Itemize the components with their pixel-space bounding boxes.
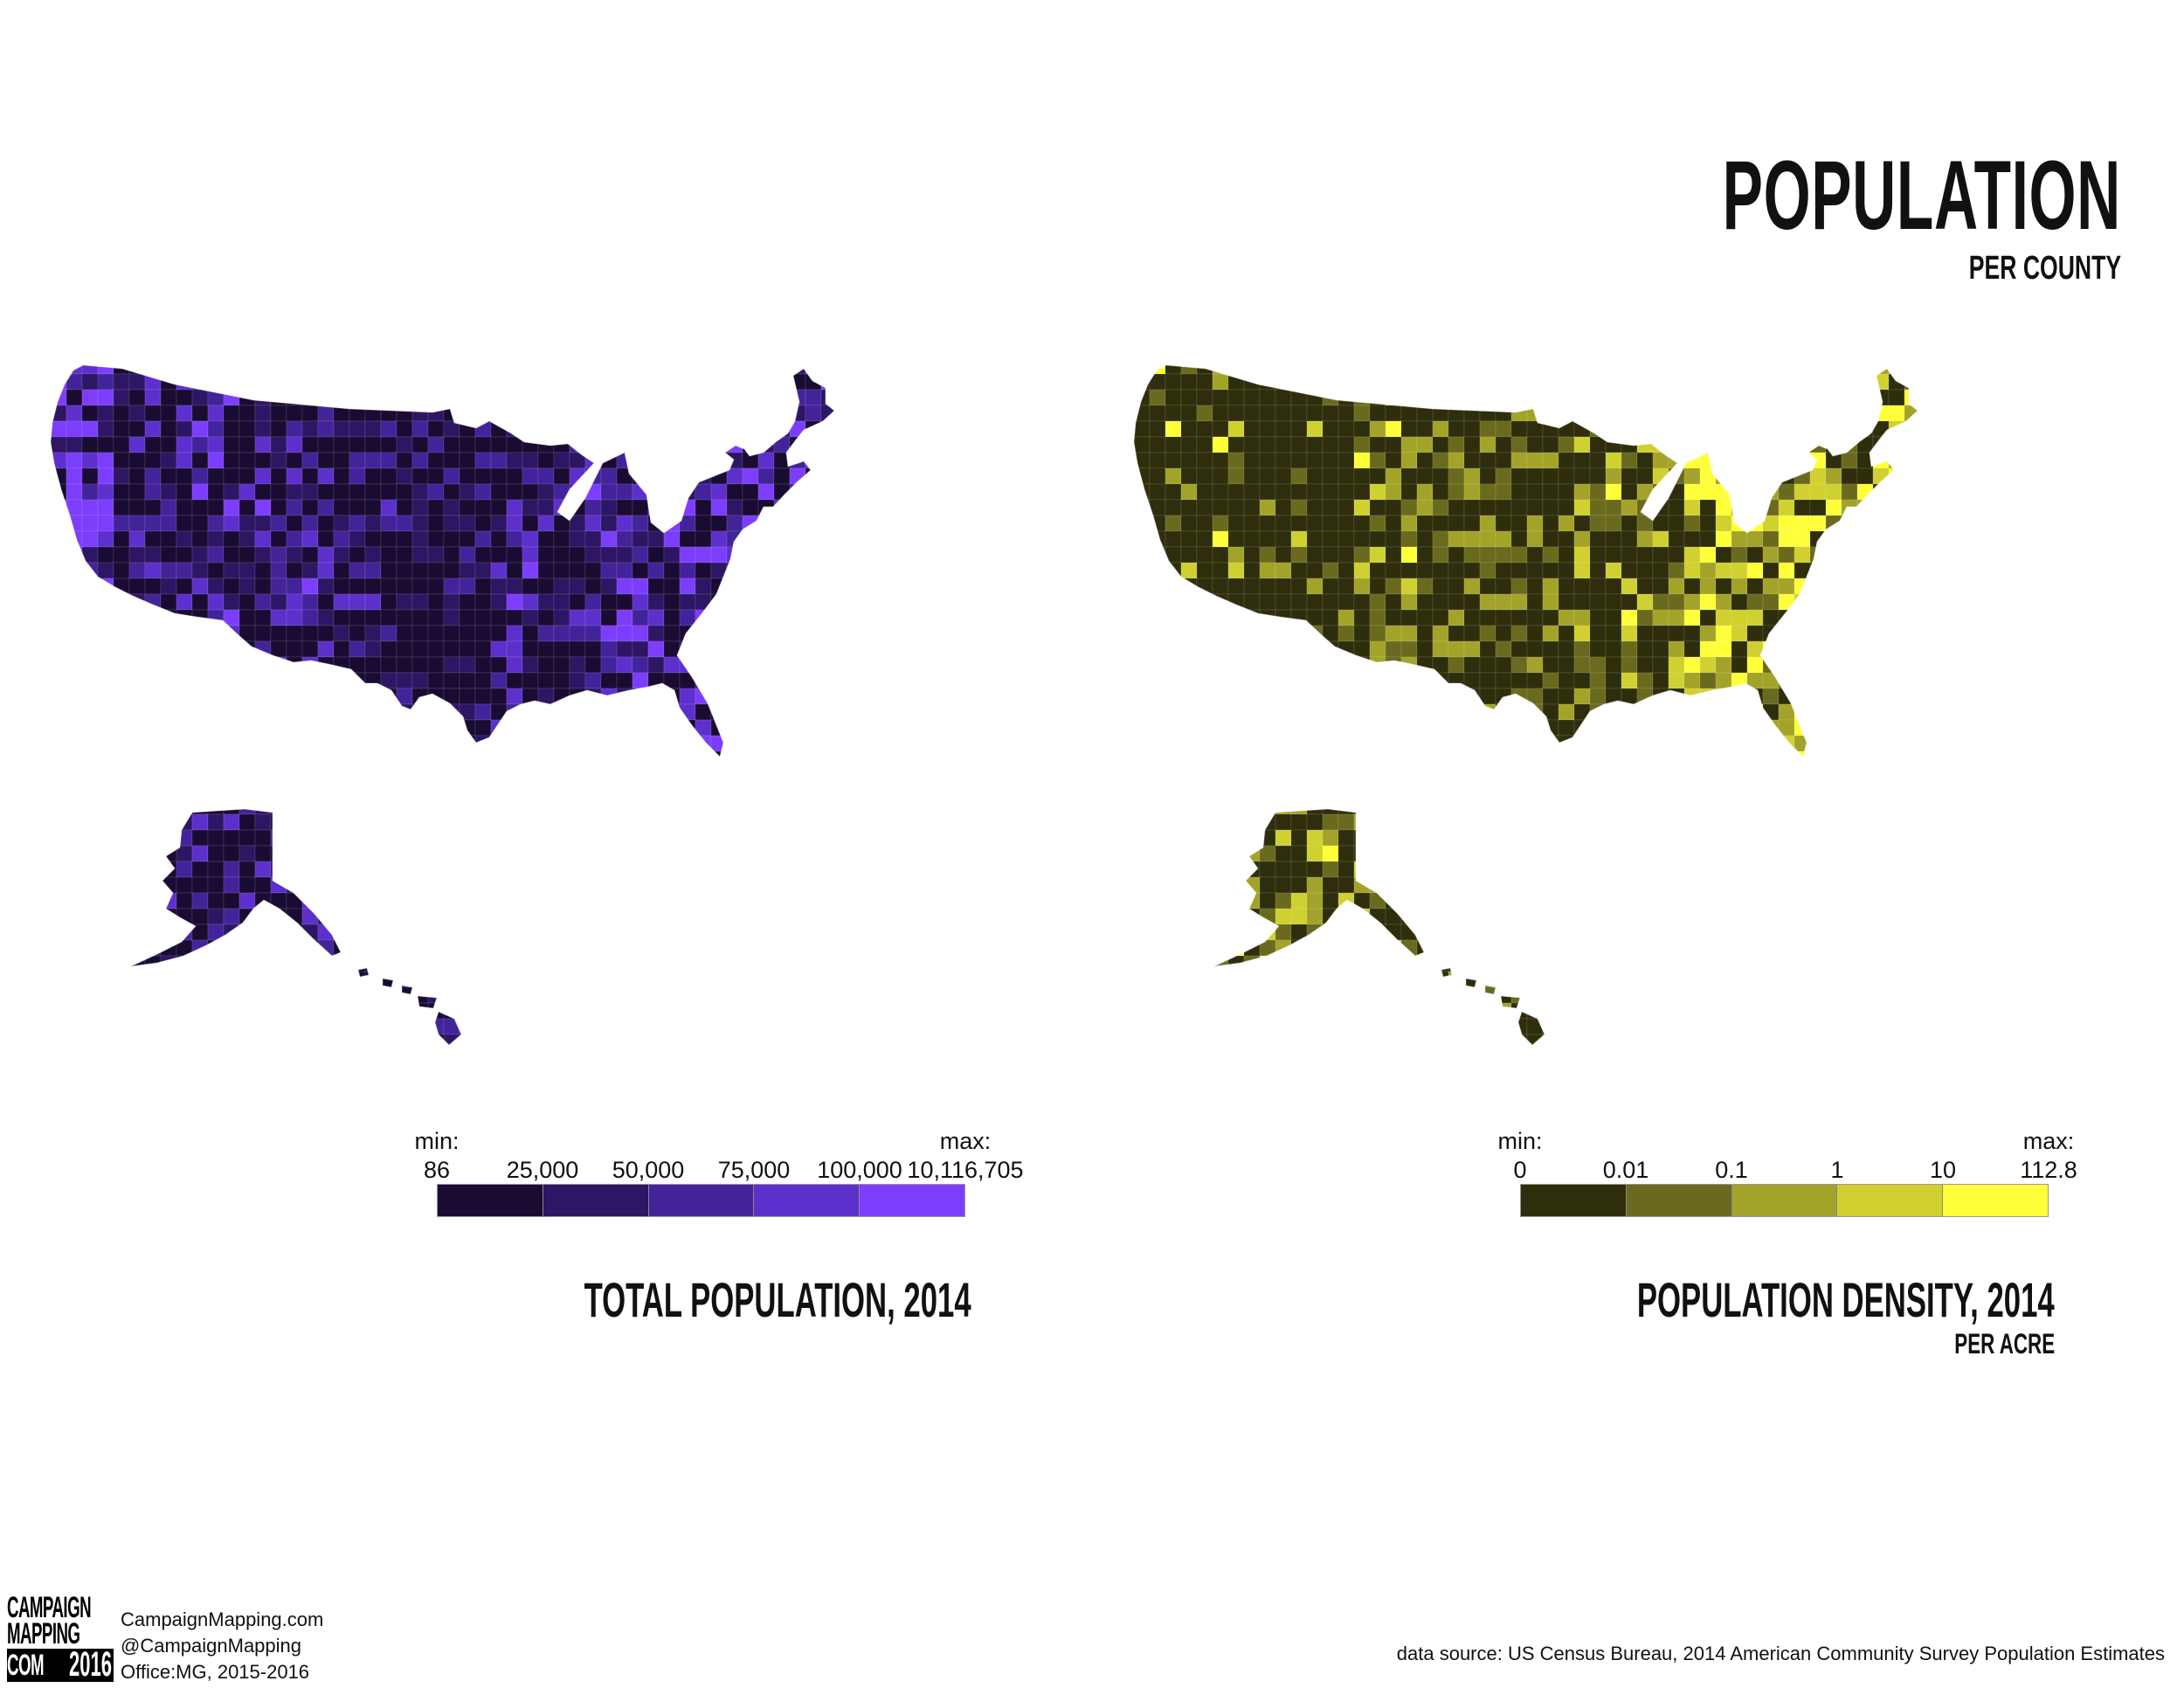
legend-tick-5: 112.8 — [2020, 1156, 2077, 1183]
legend-tick-0: 86 — [423, 1156, 451, 1183]
site-link[interactable]: CampaignMapping.com — [121, 1608, 324, 1630]
density-map — [1133, 364, 1918, 1046]
legend-tick-3: 75,000 — [717, 1156, 791, 1183]
legend-max-label: max: — [939, 1128, 992, 1155]
brand-block: CAMPAIGN MAPPING COM 2016 CampaignMappin… — [7, 1591, 323, 1685]
legend-swatch-2 — [648, 1185, 755, 1216]
legend-ticks: min: 86 25,000 50,000 75,000 100,000 max:… — [414, 1128, 1023, 1184]
legend-swatch-0 — [1521, 1185, 1627, 1216]
campaign-mapping-logo: CAMPAIGN MAPPING COM 2016 — [7, 1591, 114, 1684]
legend-max-tick: max: 112.8 — [2020, 1127, 2077, 1184]
legend-tick-0: 0 — [1513, 1156, 1527, 1183]
main-subtitle-text: PER COUNTY — [1968, 250, 2121, 287]
legend-min-label: min: — [1497, 1128, 1543, 1155]
logo-box — [7, 1649, 114, 1682]
state-outlines — [50, 364, 835, 1046]
population-legend: min: 86 25,000 50,000 75,000 100,000 max:… — [414, 1128, 1024, 1217]
page-title: POPULATION PER COUNTY — [1478, 141, 2121, 287]
legend-tick-4: 10 — [1929, 1156, 1957, 1183]
legend-swatch-1 — [543, 1185, 649, 1216]
logo-line-1: CAMPAIGN — [7, 1591, 92, 1624]
legend-swatch-2 — [1731, 1185, 1838, 1216]
density-legend: min: 0 0.01 0.1 1 10 max: 112.8 — [1497, 1128, 2077, 1217]
brand-lines: CampaignMapping.com @CampaignMapping Off… — [121, 1607, 323, 1685]
legend-min-label: min: — [414, 1128, 460, 1155]
legend-swatch-4 — [1943, 1185, 2048, 1216]
population-map-title: TOTAL POPULATION, 2014 — [347, 1276, 971, 1325]
legend-swatch-0 — [438, 1185, 543, 1216]
county-grid — [51, 365, 834, 1045]
state-outlines — [1133, 364, 1918, 1046]
legend-ticks: min: 0 0.01 0.1 1 10 max: 112.8 — [1497, 1128, 2077, 1184]
legend-tick-3: 1 — [1830, 1156, 1844, 1183]
legend-color-bar — [1520, 1184, 2049, 1217]
legend-color-bar — [437, 1184, 965, 1217]
map-title-text: TOTAL POPULATION, 2014 — [584, 1272, 971, 1327]
population-map — [50, 364, 835, 1046]
logo-line-3: COM — [7, 1649, 45, 1682]
logo-line-2: MAPPING — [7, 1617, 80, 1650]
data-source: data source: US Census Bureau, 2014 Amer… — [1396, 1643, 2165, 1664]
social-handle[interactable]: @CampaignMapping — [121, 1635, 302, 1657]
density-map-title: POPULATION DENSITY, 2014 PER ACRE — [1381, 1272, 2055, 1359]
legend-min-tick: min: 0 — [1497, 1127, 1542, 1184]
legend-tick-5: 10,116,705 — [907, 1156, 1024, 1183]
legend-tick-2: 50,000 — [612, 1156, 685, 1183]
legend-swatch-4 — [860, 1185, 964, 1216]
legend-max-tick: max: 10,116,705 — [907, 1127, 1023, 1184]
legend-swatch-1 — [1626, 1185, 1732, 1216]
logo-year: 2016 — [69, 1645, 112, 1684]
legend-tick-2: 0.1 — [1715, 1156, 1748, 1183]
legend-swatch-3 — [1837, 1185, 1944, 1216]
main-title-text: POPULATION — [1722, 141, 2121, 250]
map-title-text: POPULATION DENSITY, 2014 — [1637, 1272, 2055, 1327]
county-grid — [1134, 365, 1918, 1045]
credit-text: Office:MG, 2015-2016 — [121, 1661, 310, 1683]
legend-swatch-3 — [754, 1185, 860, 1216]
map-subtitle-text: PER ACRE — [1954, 1328, 2055, 1359]
legend-max-label: max: — [2022, 1128, 2075, 1155]
legend-tick-4: 100,000 — [817, 1156, 902, 1183]
legend-tick-1: 25,000 — [506, 1156, 579, 1183]
legend-tick-1: 0.01 — [1602, 1156, 1649, 1183]
legend-min-tick: min: 86 — [414, 1127, 459, 1184]
